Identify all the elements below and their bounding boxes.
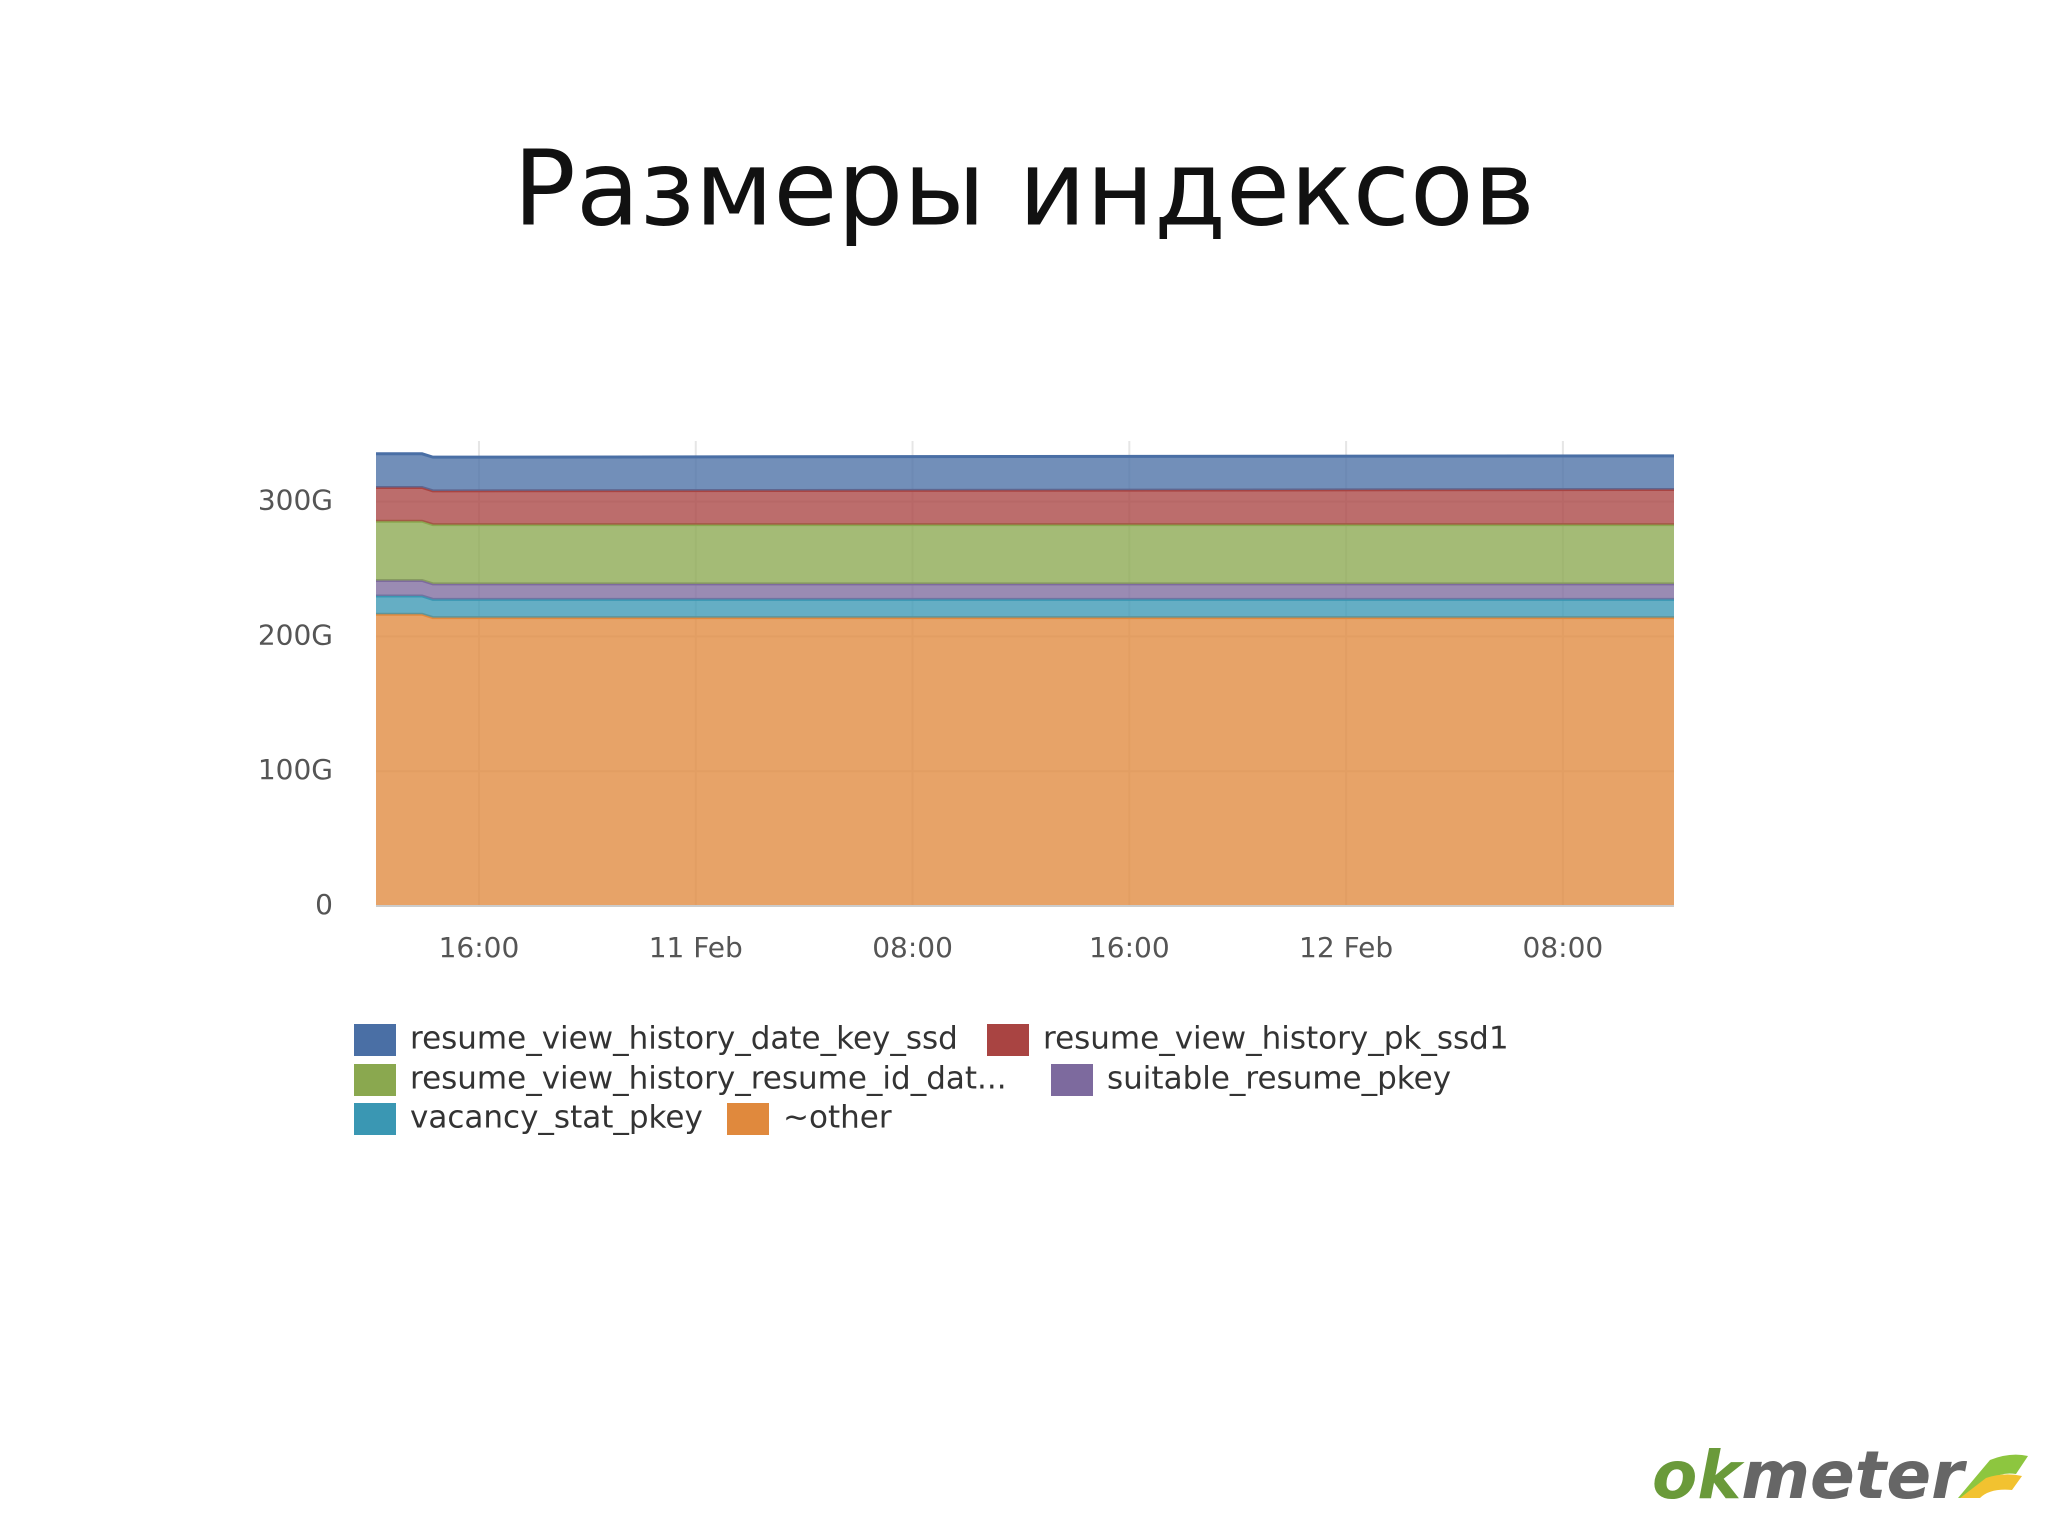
logo-meter: meter — [1741, 1437, 1967, 1514]
legend-label: resume_view_history_resume_id_dat... — [410, 1061, 1007, 1097]
x-tick-label: 11 Feb — [649, 931, 743, 964]
x-tick-label: 16:00 — [439, 931, 520, 964]
legend-label: vacancy_stat_pkey — [410, 1100, 703, 1136]
legend-label: resume_view_history_date_key_ssd — [410, 1021, 958, 1057]
y-tick-label: 300G — [258, 484, 333, 517]
slide-title: Размеры индексов — [513, 127, 1535, 249]
logo-ok: ok — [1652, 1437, 1745, 1514]
chart: 0 100G 200G 300G 16:00 11 Feb 08:00 16:00 12 Feb… — [258, 441, 1675, 1136]
area — [376, 487, 1674, 525]
x-tick-label: 12 Feb — [1299, 931, 1393, 964]
y-tick-label: 100G — [258, 753, 333, 786]
legend-swatch — [354, 1103, 396, 1135]
legend-label: resume_view_history_pk_ssd1 — [1043, 1021, 1509, 1057]
legend-swatch — [354, 1024, 396, 1056]
y-tick-label: 200G — [258, 618, 333, 651]
y-tick-label: 0 — [315, 888, 333, 921]
area-edge — [376, 452, 1675, 459]
x-tick-label: 16:00 — [1089, 931, 1170, 964]
areas — [376, 452, 1675, 906]
legend-swatch — [1051, 1064, 1093, 1096]
legend-label: suitable_resume_pkey — [1107, 1061, 1451, 1097]
x-tick-label: 08:00 — [1523, 931, 1604, 964]
area — [376, 614, 1674, 906]
area — [376, 521, 1674, 584]
legend-swatch — [727, 1103, 769, 1135]
logo-swoosh — [1960, 1474, 2022, 1498]
logo: okmeter — [1652, 1437, 1967, 1514]
legend-swatch — [987, 1024, 1029, 1056]
legend-swatch — [354, 1064, 396, 1096]
area — [376, 596, 1674, 618]
area — [376, 453, 1674, 491]
legend-label: ~other — [783, 1100, 892, 1136]
x-tick-label: 08:00 — [872, 931, 953, 964]
